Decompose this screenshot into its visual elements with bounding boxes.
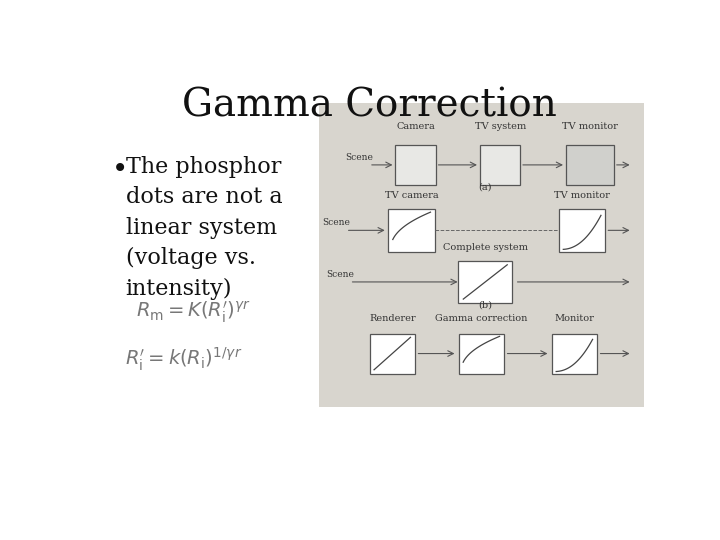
Text: •: • <box>112 157 128 184</box>
Bar <box>458 261 513 303</box>
Bar <box>370 334 415 374</box>
Text: Monitor: Monitor <box>554 314 594 323</box>
Bar <box>388 209 435 252</box>
Text: Scene: Scene <box>323 218 351 227</box>
Text: Gamma correction: Gamma correction <box>435 314 528 323</box>
Bar <box>480 145 520 185</box>
Text: $R^{\prime}_{\mathrm{i}} = k(R_{\mathrm{i}})^{1/\gamma r}$: $R^{\prime}_{\mathrm{i}} = k(R_{\mathrm{… <box>125 346 242 373</box>
Text: TV monitor: TV monitor <box>562 122 618 131</box>
Bar <box>559 209 606 252</box>
Text: TV monitor: TV monitor <box>554 191 610 200</box>
Bar <box>459 334 504 374</box>
Text: Renderer: Renderer <box>369 314 415 323</box>
Text: The phosphor
dots are not a
linear system
(voltage vs.
intensity): The phosphor dots are not a linear syste… <box>126 156 282 300</box>
Bar <box>552 334 597 374</box>
Text: TV system: TV system <box>475 122 526 131</box>
Bar <box>566 145 614 185</box>
Text: (a): (a) <box>479 182 492 191</box>
Text: Complete system: Complete system <box>443 242 528 252</box>
Text: Scene: Scene <box>326 270 354 279</box>
Text: Camera: Camera <box>396 122 435 131</box>
Text: TV camera: TV camera <box>384 191 438 200</box>
Text: Scene: Scene <box>346 153 374 162</box>
Text: (b): (b) <box>478 300 492 309</box>
Bar <box>319 103 644 408</box>
Text: Gamma Correction: Gamma Correction <box>181 88 557 125</box>
Text: $R_{\mathrm{m}} = K(R^{\prime}_{\mathrm{i}})^{\gamma r}$: $R_{\mathrm{m}} = K(R^{\prime}_{\mathrm{… <box>137 300 251 325</box>
Bar <box>395 145 436 185</box>
